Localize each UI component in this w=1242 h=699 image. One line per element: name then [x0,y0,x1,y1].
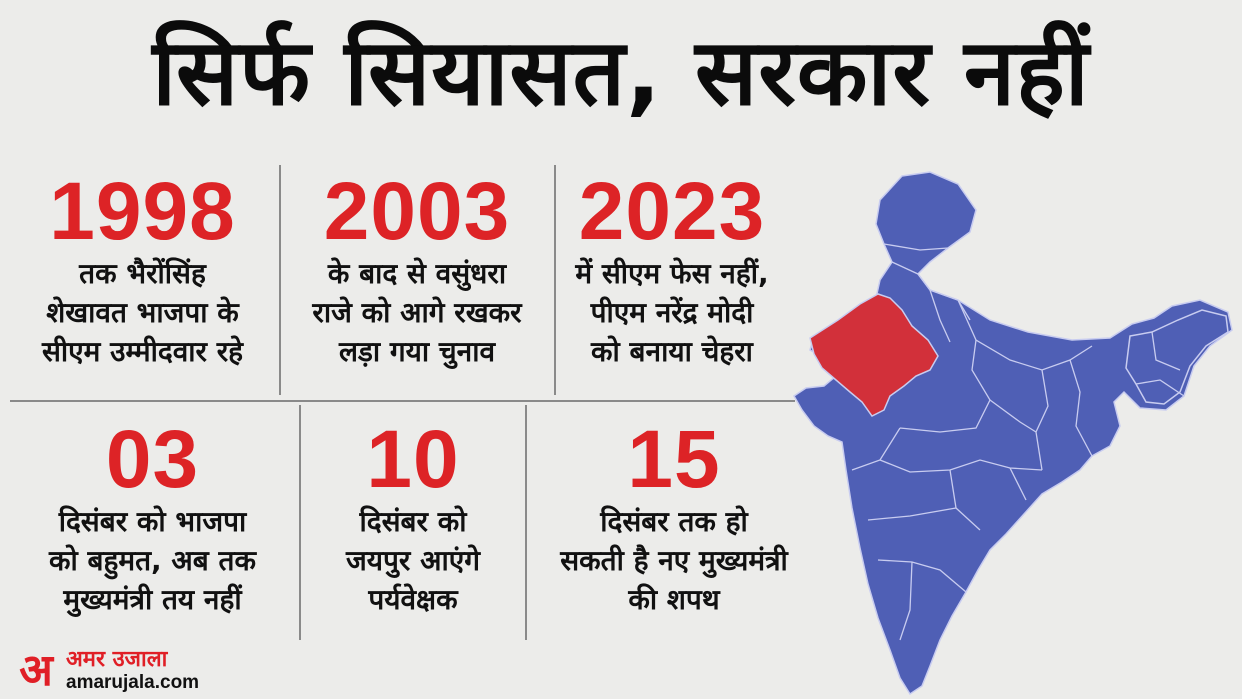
fact-card-1998: 1998 तक भैरोंसिंह शेखावत भाजपा के सीएम उ… [10,170,275,371]
fact-card-2003: 2003 के बाद से वसुंधरा राजे को आगे रखकर … [283,170,551,371]
divider [525,405,527,640]
rajasthan-state-highlight [809,293,939,417]
fact-text: में सीएम फेस नहीं, पीएम नरेंद्र मोदी को … [575,257,769,368]
amar-ujala-logo: अ अमर उजाला amarujala.com [10,645,210,697]
logo-url: amarujala.com [66,672,200,693]
mainland-shape [793,171,1233,696]
fact-card-15: 15 दिसंबर तक हो सकती है नए मुख्यमंत्री क… [529,418,819,619]
fact-text: तक भैरोंसिंह शेखावत भाजपा के सीएम उम्मीद… [41,257,244,368]
fact-text: दिसंबर को भाजपा को बहुमत, अब तक मुख्यमंत… [48,505,257,616]
fact-number: 10 [366,414,460,505]
fact-number: 1998 [49,166,236,257]
fact-number: 2003 [323,166,511,257]
fact-text: दिसंबर तक हो सकती है नए मुख्यमंत्री की श… [560,505,788,616]
divider [10,400,795,402]
logo-mark: अ [19,645,53,696]
fact-card-2023: 2023 में सीएम फेस नहीं, पीएम नरेंद्र मोद… [558,170,786,371]
page-title: सिर्फ सियासत, सरकार नहीं [152,19,1090,126]
india-map [793,171,1233,696]
india-outline [793,171,1233,696]
fact-card-10: 10 दिसंबर को जयपुर आएंगे पर्यवेक्षक [303,418,523,619]
divider [299,405,301,640]
fact-text: दिसंबर को जयपुर आएंगे पर्यवेक्षक [346,505,480,616]
divider [279,165,281,395]
logo-name: अमर उजाला [66,647,168,672]
fact-text: के बाद से वसुंधरा राजे को आगे रखकर लड़ा … [312,257,522,368]
northeast-shape [1125,309,1229,405]
divider [554,165,556,395]
fact-card-03: 03 दिसंबर को भाजपा को बहुमत, अब तक मुख्य… [10,418,295,619]
state-borders [851,243,1185,641]
fact-number: 2023 [578,166,766,257]
fact-number: 03 [105,414,200,505]
fact-number: 15 [627,414,721,505]
